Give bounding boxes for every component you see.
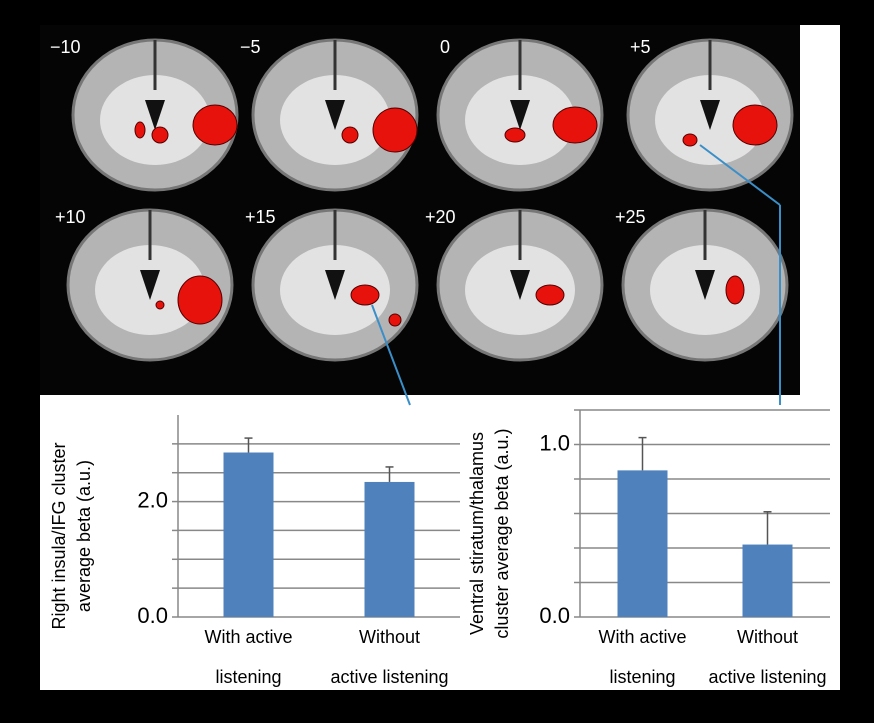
ventricle bbox=[140, 270, 160, 300]
x-tick-label: active listening bbox=[330, 667, 448, 687]
ventricle bbox=[325, 270, 345, 300]
activation bbox=[682, 133, 698, 147]
ventricle bbox=[510, 100, 530, 130]
y-tick-label: 0.0 bbox=[137, 603, 168, 628]
ventricle bbox=[510, 270, 530, 300]
y-axis-label: Ventral stiratum/thalamus bbox=[467, 432, 487, 635]
connector bbox=[699, 144, 781, 206]
activation bbox=[372, 107, 418, 153]
x-tick-label: listening bbox=[215, 667, 281, 687]
slice-label: +25 bbox=[615, 207, 646, 227]
y-axis-label: cluster average beta (a.u.) bbox=[492, 428, 512, 638]
slice-label: −10 bbox=[50, 37, 81, 57]
activation bbox=[192, 104, 238, 146]
ventricle bbox=[700, 100, 720, 130]
activation bbox=[552, 106, 598, 144]
bar bbox=[223, 452, 274, 617]
slice-label: +20 bbox=[425, 207, 456, 227]
x-tick-label: listening bbox=[609, 667, 675, 687]
bar bbox=[364, 481, 415, 617]
ventricle bbox=[145, 100, 165, 130]
charts: 0.0 2.0 Right insula/IFG cluster average be… bbox=[49, 409, 830, 687]
bar bbox=[617, 470, 668, 617]
y-tick-label: 2.0 bbox=[137, 487, 168, 512]
y-tick-label: 0.0 bbox=[539, 603, 570, 628]
ventricle bbox=[695, 270, 715, 300]
brain-images: −10 −5 0 +5 +10 +15 +20 +25 bbox=[50, 37, 794, 362]
x-tick-label: With active bbox=[598, 627, 686, 647]
y-axis-label: Right insula/IFG cluster bbox=[49, 442, 69, 629]
activation bbox=[155, 300, 165, 310]
x-tick-label: With active bbox=[204, 627, 292, 647]
activation bbox=[177, 275, 223, 325]
bar bbox=[742, 544, 793, 617]
x-tick-label: Without bbox=[737, 627, 798, 647]
x-tick-label: active listening bbox=[708, 667, 826, 687]
slice-label: +10 bbox=[55, 207, 86, 227]
slice-label: +15 bbox=[245, 207, 276, 227]
activation bbox=[350, 284, 380, 306]
connector bbox=[371, 304, 411, 406]
y-tick-label: 1.0 bbox=[539, 430, 570, 455]
slice-label: 0 bbox=[440, 37, 450, 57]
ventricle bbox=[325, 100, 345, 130]
activation bbox=[341, 126, 359, 144]
y-axis-label: average beta (a.u.) bbox=[74, 460, 94, 612]
activation bbox=[388, 313, 402, 327]
slice-label: +5 bbox=[630, 37, 651, 57]
x-tick-label: Without bbox=[359, 627, 420, 647]
slice-label: −5 bbox=[240, 37, 261, 57]
white-margin bbox=[800, 25, 840, 395]
chart-panel bbox=[40, 395, 840, 690]
activation bbox=[732, 104, 778, 146]
activation bbox=[134, 121, 146, 139]
activation bbox=[725, 275, 745, 305]
activation bbox=[535, 284, 565, 306]
activation bbox=[151, 126, 169, 144]
activation bbox=[504, 127, 526, 143]
